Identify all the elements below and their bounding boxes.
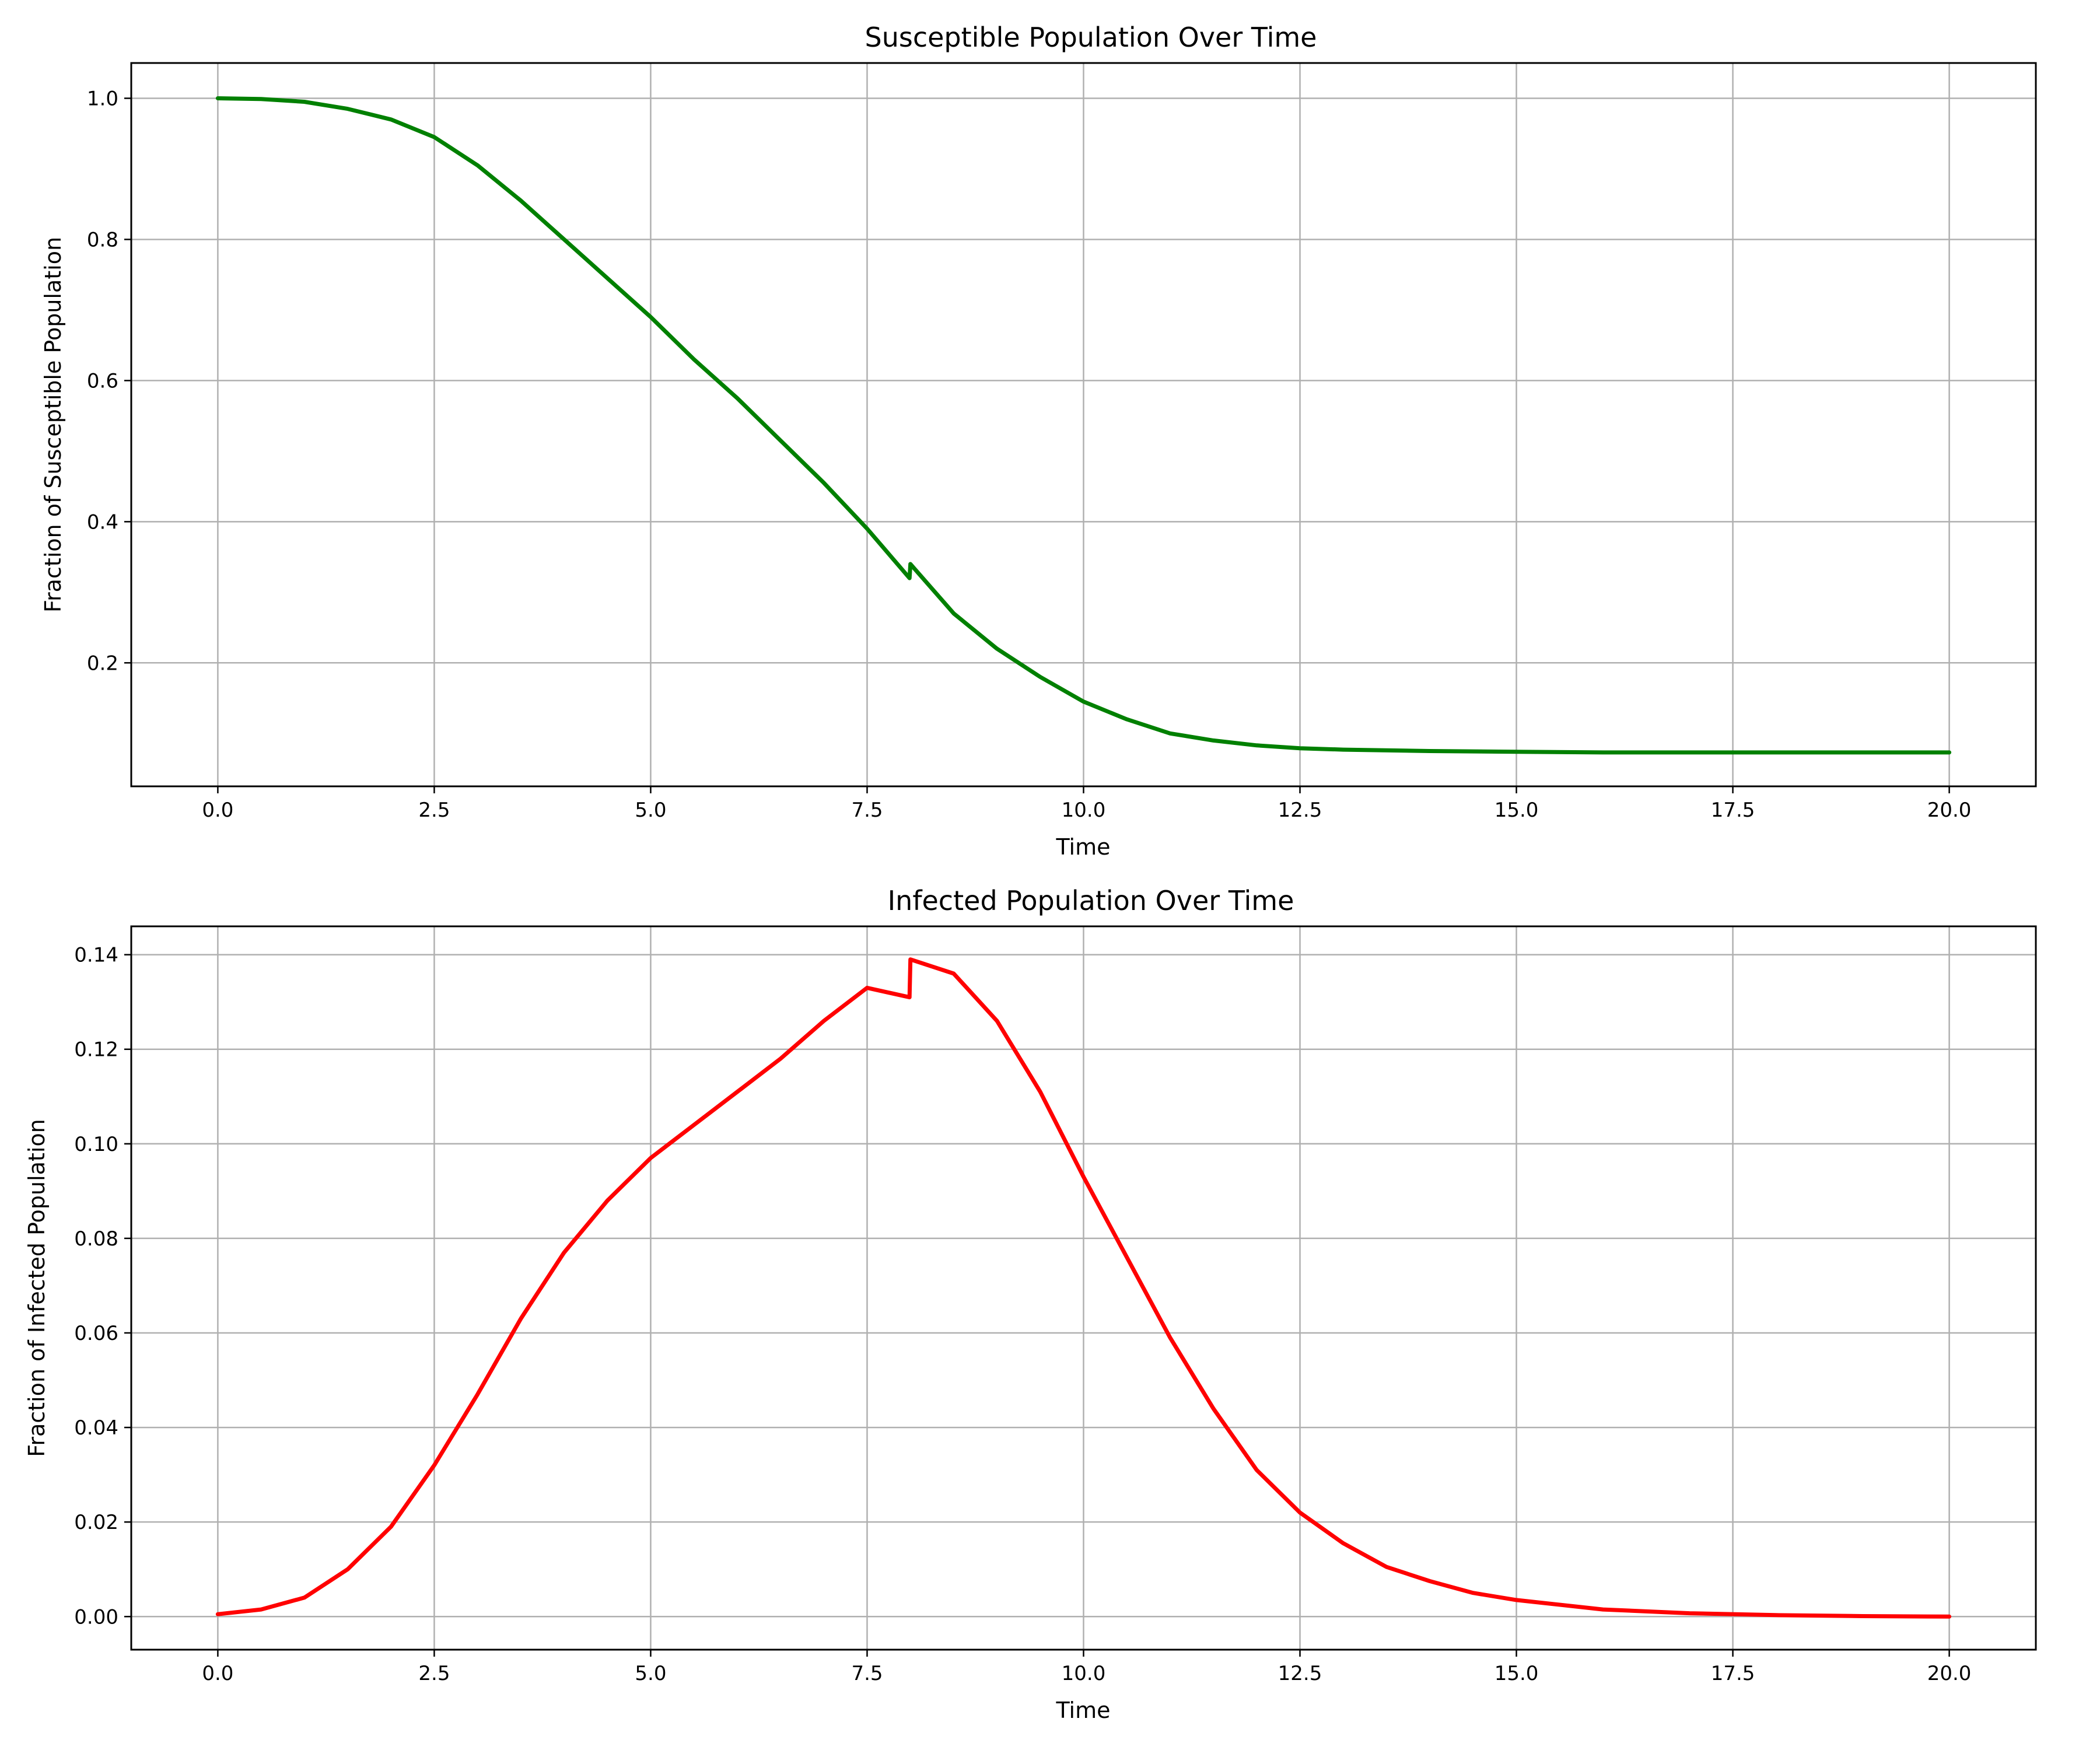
susceptible-y-tick-label: 0.2 [87,652,118,675]
susceptible-x-tick-label: 5.0 [635,799,666,822]
infected-x-tick-label: 20.0 [1927,1662,1972,1685]
infected-grid [131,926,2036,1650]
infected-x-tick-label: 15.0 [1494,1662,1539,1685]
susceptible-subplot: Susceptible Population Over Time 0.0 2.5 5… [40,22,2037,860]
susceptible-title: Susceptible Population Over Time [865,22,1317,53]
infected-x-tick-label: 0.0 [202,1662,233,1685]
infected-y-tick-label: 0.14 [74,944,118,967]
susceptible-x-axis-label: Time [1056,834,1111,860]
infected-y-tick-label: 0.00 [74,1605,118,1629]
infected-y-tick-label: 0.08 [74,1227,118,1251]
susceptible-x-tick-label: 10.0 [1062,799,1106,822]
infected-x-tick-label: 5.0 [635,1662,666,1685]
susceptible-x-tick-label: 0.0 [202,799,233,822]
susceptible-x-tick-label: 20.0 [1927,799,1972,822]
infected-x-tick-label: 7.5 [851,1662,883,1685]
infected-series-layer [215,957,1952,1619]
infected-x-tick-label: 2.5 [418,1662,450,1685]
infected-series-line [215,957,1952,1619]
infected-subplot: Infected Population Over Time 0.0 2.5 5.0 7… [24,885,2037,1723]
infected-y-tick-label: 0.12 [74,1038,118,1062]
infected-y-tick-label: 0.06 [74,1322,118,1345]
susceptible-x-tick-label: 12.5 [1278,799,1322,822]
susceptible-series-layer [215,96,1952,755]
susceptible-grid [131,63,2036,786]
susceptible-y-tick-label: 0.8 [87,228,118,251]
susceptible-y-axis-label: Fraction of Susceptible Population [40,237,66,612]
infected-y-tick-label: 0.02 [74,1511,118,1534]
infected-y-tick-label: 0.04 [74,1416,118,1440]
infected-y-axis-label: Fraction of Infected Population [24,1119,50,1457]
susceptible-x-tick-label: 15.0 [1494,799,1539,822]
infected-x-tick-label: 10.0 [1062,1662,1106,1685]
susceptible-y-ticks: 0.2 0.4 0.6 0.8 1.0 [87,87,131,675]
susceptible-y-tick-label: 1.0 [87,87,118,110]
infected-x-tick-label: 17.5 [1711,1662,1755,1685]
susceptible-y-tick-label: 0.6 [87,369,118,393]
infected-y-ticks: 0.00 0.02 0.04 0.06 0.08 0.10 0.12 0.14 [74,944,131,1629]
infected-x-ticks: 0.0 2.5 5.0 7.5 10.0 12.5 15.0 17.5 20.0 [202,1650,1971,1685]
susceptible-series-line [215,96,1952,755]
infected-x-axis-label: Time [1056,1698,1111,1723]
susceptible-x-tick-label: 7.5 [851,799,883,822]
infected-y-tick-label: 0.10 [74,1133,118,1156]
susceptible-x-tick-label: 17.5 [1711,799,1755,822]
susceptible-y-tick-label: 0.4 [87,510,118,534]
susceptible-x-tick-label: 2.5 [418,799,450,822]
susceptible-x-ticks: 0.0 2.5 5.0 7.5 10.0 12.5 15.0 17.5 20.0 [202,786,1971,822]
infected-x-tick-label: 12.5 [1278,1662,1322,1685]
infected-title: Infected Population Over Time [888,885,1294,916]
